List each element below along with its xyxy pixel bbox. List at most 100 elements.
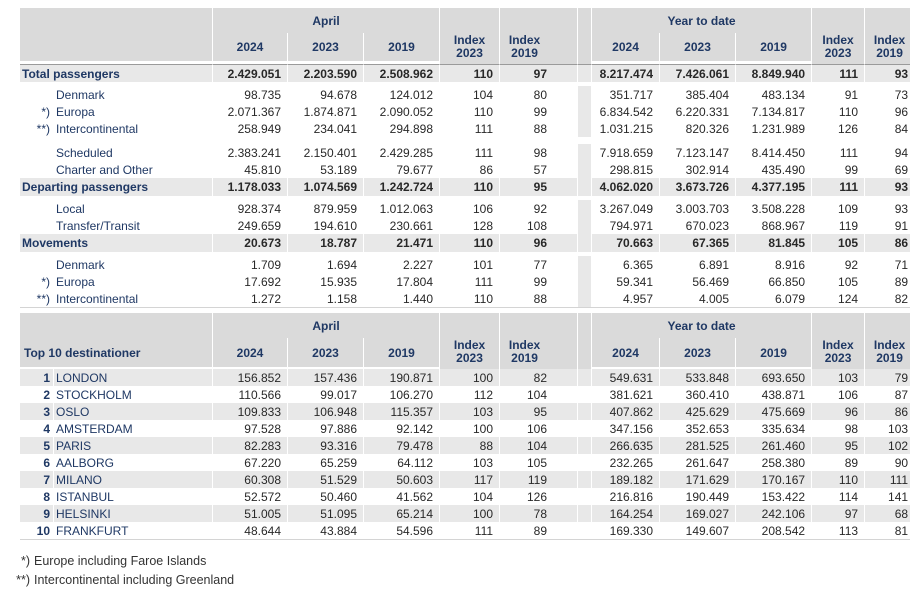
- april-2024-header: 2024: [213, 33, 288, 64]
- footnote-intercontinental: **) Intercontinental including Greenland: [4, 571, 910, 590]
- ytd-2024-value: 351.717: [592, 86, 661, 103]
- april-2024-value: 1.178.033: [213, 178, 288, 196]
- april-2024-value: 45.810: [213, 161, 288, 178]
- april-2019-value: 106.270: [364, 386, 441, 403]
- ytd-2023-value: 6.891: [660, 256, 737, 273]
- column-separator: [578, 386, 593, 403]
- row-marker: [20, 144, 54, 161]
- ytd-index-2019-header: Index 2019: [865, 8, 910, 64]
- traffic-table-header: April Index 2023 Index 2019 Year to date I…: [20, 8, 910, 64]
- ytd-2019-value: 868.967: [736, 217, 813, 234]
- destination-rank: 3: [20, 403, 54, 420]
- april-2023-value: 879.959: [288, 200, 364, 217]
- ytd-index-2023-value: 91: [812, 86, 866, 103]
- ytd-index-2023-value: 110: [812, 103, 866, 120]
- column-separator: [578, 369, 593, 386]
- ytd-index-2019-value: 81: [865, 522, 910, 539]
- ytd-2024-value: 381.621: [592, 386, 661, 403]
- column-separator: [578, 420, 593, 437]
- ytd-index-2019-value: 68: [865, 505, 910, 522]
- column-separator: [578, 505, 593, 522]
- april-index-2019-value: 78: [500, 505, 579, 522]
- column-separator: [578, 64, 593, 82]
- april-2023-value: 1.158: [288, 290, 364, 307]
- destination-name: MILANO: [54, 471, 213, 488]
- ytd-2019-value: 335.634: [736, 420, 813, 437]
- ytd-2023-value: 190.449: [660, 488, 737, 505]
- april-2023-header: 2023: [288, 33, 364, 64]
- destination-name: OSLO: [54, 403, 213, 420]
- april-index-2019-value: 95: [500, 178, 579, 196]
- row-marker: [20, 161, 54, 178]
- ytd-index-2023-value: 95: [812, 437, 866, 454]
- table-row: 9 HELSINKI 51.005 51.095 65.214 100 78 164.254 1…: [20, 505, 910, 522]
- ytd-2023-value: 670.023: [660, 217, 737, 234]
- group-spacer: [20, 137, 910, 144]
- table-row: **) Intercontinental 258.949 234.041 294.898…: [20, 120, 910, 137]
- ytd-2019-value: 261.460: [736, 437, 813, 454]
- column-separator: [578, 178, 593, 196]
- april-2019-value: 124.012: [364, 86, 441, 103]
- column-separator: [578, 522, 593, 539]
- april-2019-header: 2019: [364, 338, 441, 369]
- ytd-index-2023-value: 114: [812, 488, 866, 505]
- april-2019-value: 115.357: [364, 403, 441, 420]
- april-index-2019-value: 82: [500, 369, 579, 386]
- ytd-index-2023-value: 126: [812, 120, 866, 137]
- april-index-2023-value: 111: [440, 522, 501, 539]
- ytd-2023-value: 261.647: [660, 454, 737, 471]
- april-index-2023-value: 103: [440, 454, 501, 471]
- ytd-index-2023-value: 119: [812, 217, 866, 234]
- april-2019-value: 2.090.052: [364, 103, 441, 120]
- footnote-text: Europe including Faroe Islands: [34, 554, 207, 568]
- april-2019-value: 92.142: [364, 420, 441, 437]
- april-2019-value: 65.214: [364, 505, 441, 522]
- destination-rank: 1: [20, 369, 54, 386]
- april-index-2019-value: 77: [500, 256, 579, 273]
- table-row: Transfer/Transit 249.659 194.610 230.661 128…: [20, 217, 910, 234]
- table-row: 10 FRANKFURT 48.644 43.884 54.596 111 89 169.33…: [20, 522, 910, 539]
- table-row: *) Europa 17.692 15.935 17.804 111 99 59.341 56.…: [20, 273, 910, 290]
- april-index-2019-value: 57: [500, 161, 579, 178]
- april-2023-value: 65.259: [288, 454, 364, 471]
- april-index-2023-value: 100: [440, 369, 501, 386]
- april-2023-value: 43.884: [288, 522, 364, 539]
- april-index-2019-value: 106: [500, 420, 579, 437]
- table-row: 3 OSLO 109.833 106.948 115.357 103 95 407.862 42…: [20, 403, 910, 420]
- ytd-2023-value: 169.027: [660, 505, 737, 522]
- ytd-2023-value: 281.525: [660, 437, 737, 454]
- april-2023-value: 94.678: [288, 86, 364, 103]
- destination-rank: 8: [20, 488, 54, 505]
- ytd-index-2019-value: 82: [865, 290, 910, 307]
- column-separator: [578, 217, 593, 234]
- table-row: Movements 20.673 18.787 21.471 110 96 70.663 67…: [20, 234, 910, 252]
- ytd-index-2023-value: 113: [812, 522, 866, 539]
- ytd-2019-value: 8.916: [736, 256, 813, 273]
- april-2019-value: 1.242.724: [364, 178, 441, 196]
- ytd-group-header: Year to date: [592, 313, 813, 338]
- ytd-index-2023-value: 92: [812, 256, 866, 273]
- april-index-2023-value: 104: [440, 86, 501, 103]
- group-spacer: [20, 252, 910, 256]
- header-blank: [20, 313, 213, 338]
- april-2024-value: 82.283: [213, 437, 288, 454]
- april-index-2023-header: Index 2023: [440, 313, 501, 369]
- column-separator: [578, 144, 593, 161]
- ytd-index-2019-value: 71: [865, 256, 910, 273]
- april-index-2023-value: 128: [440, 217, 501, 234]
- april-index-2019-value: 97: [500, 64, 579, 82]
- table-row: [20, 196, 910, 200]
- ytd-index-2023-value: 103: [812, 369, 866, 386]
- ytd-2019-value: 6.079: [736, 290, 813, 307]
- april-2019-value: 294.898: [364, 120, 441, 137]
- ytd-2023-value: 56.469: [660, 273, 737, 290]
- group-spacer: [20, 196, 910, 200]
- april-2019-value: 54.596: [364, 522, 441, 539]
- april-2019-value: 64.112: [364, 454, 441, 471]
- ytd-2019-header: 2019: [736, 338, 813, 369]
- april-index-2023-value: 111: [440, 144, 501, 161]
- ytd-index-2023-value: 96: [812, 403, 866, 420]
- row-marker: **): [20, 120, 54, 137]
- april-2023-value: 53.189: [288, 161, 364, 178]
- ytd-2019-header: 2019: [736, 33, 813, 64]
